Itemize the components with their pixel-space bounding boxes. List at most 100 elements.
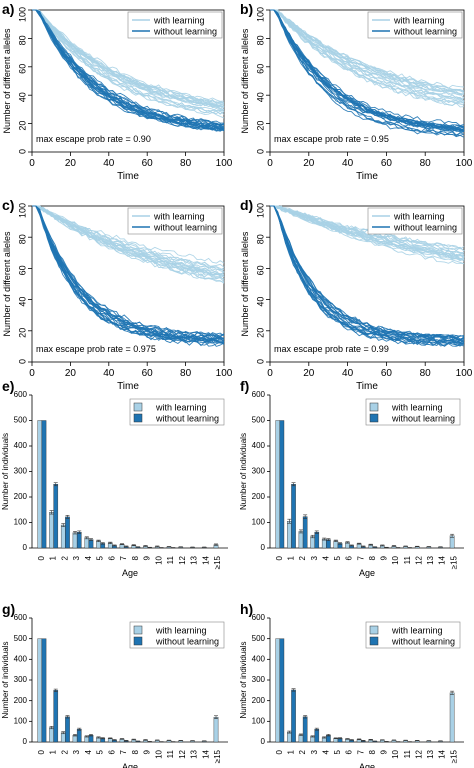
bar-without-learning xyxy=(65,516,70,549)
y-tick-label: 500 xyxy=(252,416,266,425)
y-tick-label: 0 xyxy=(23,543,28,552)
x-tick-label: 20 xyxy=(65,158,77,169)
legend-box xyxy=(129,621,225,649)
bar-with-learning xyxy=(287,731,292,743)
bar-panel-5: 0 1 2 3 4 5 6 7 8 9 10 11 12 13 14 ≥1501002003004005006… xyxy=(239,378,464,578)
line-panel-0: 0 20 40 60 80 100 0 20 40 60 80 100 Time Number of di… xyxy=(2,1,233,182)
y-tick-label: 200 xyxy=(14,696,28,705)
series-line-without-learning xyxy=(32,205,225,340)
legend-label: with learning xyxy=(155,403,207,413)
bar-with-learning xyxy=(37,420,43,549)
y-tick-label: 100 xyxy=(14,716,28,725)
legend-label: without learning xyxy=(391,637,455,647)
series-line-without-learning xyxy=(270,205,465,342)
bar-panel-4: 0 1 2 3 4 5 6 7 8 9 10 11 12 13 14 ≥1501002003004005006… xyxy=(1,378,228,578)
bar-with-learning xyxy=(298,531,304,549)
x-tick-label: 11 xyxy=(166,555,175,564)
x-tick-label: 4 xyxy=(321,555,330,560)
x-tick-label: 0 xyxy=(267,158,273,169)
bar-without-learning xyxy=(314,531,320,549)
x-tick-label: 11 xyxy=(166,749,175,758)
line-panel-3: 0 20 40 60 80 100 0 20 40 60 80 100 Time Number of di… xyxy=(240,197,473,392)
y-tick-label: 500 xyxy=(14,634,28,643)
x-tick-label: 9 xyxy=(143,555,152,560)
panel-label: d) xyxy=(240,197,253,213)
y-axis-label: Number of different alleles xyxy=(240,231,250,336)
x-tick-label: 10 xyxy=(154,555,163,564)
y-tick-label: 40 xyxy=(255,297,265,307)
x-axis-label: Age xyxy=(359,762,375,768)
bar-panel-6: 0 1 2 3 4 5 6 7 8 9 10 11 12 13 14 ≥1501002003004005006… xyxy=(1,601,228,768)
bar-with-learning xyxy=(449,535,455,549)
bar-without-learning xyxy=(53,484,59,549)
bar-with-learning xyxy=(37,638,43,743)
panel-label: a) xyxy=(2,1,14,17)
y-axis-label: Number of different alleles xyxy=(2,231,12,336)
x-tick-label: 12 xyxy=(178,555,187,564)
series-line-without-learning xyxy=(270,9,465,133)
x-axis-label: Time xyxy=(356,171,378,182)
legend-box xyxy=(365,398,461,426)
y-tick-label: 20 xyxy=(17,121,27,131)
series-line-with-learning xyxy=(32,9,225,105)
legend-label: without learning xyxy=(155,414,219,424)
series-line-without-learning xyxy=(270,205,465,340)
x-tick-label: 12 xyxy=(414,555,423,564)
legend-swatch xyxy=(369,625,379,635)
panel-label: e) xyxy=(2,378,14,394)
series-line-without-learning xyxy=(32,9,224,125)
bar-with-learning xyxy=(60,524,66,549)
x-tick-label: 10 xyxy=(154,749,163,758)
y-axis-label: Number of individuals xyxy=(1,642,10,719)
x-tick-label: 9 xyxy=(380,555,389,560)
series-line-with-learning xyxy=(270,9,465,108)
x-tick-label: 20 xyxy=(303,368,315,379)
x-tick-label: 14 xyxy=(201,749,210,758)
series-line-without-learning xyxy=(270,9,465,129)
series-line-with-learning xyxy=(32,205,225,276)
y-tick-label: 500 xyxy=(252,634,266,643)
bar-with-learning xyxy=(96,540,101,549)
annotation: max escape prob rate = 0.90 xyxy=(36,134,151,144)
x-tick-label: 80 xyxy=(180,158,192,169)
x-tick-label: 2 xyxy=(60,555,69,560)
x-tick-label: 40 xyxy=(103,158,115,169)
x-tick-label: 11 xyxy=(403,555,412,564)
x-tick-label: 10 xyxy=(391,749,400,758)
x-tick-label: 40 xyxy=(342,368,354,379)
x-tick-label: ≥15 xyxy=(213,749,222,763)
y-tick-label: 100 xyxy=(255,203,265,218)
bar-with-learning xyxy=(333,540,339,549)
legend-label: with learning xyxy=(393,212,445,222)
legend-label: with learning xyxy=(155,626,207,636)
y-tick-label: 100 xyxy=(255,7,265,22)
legend-swatch xyxy=(369,402,379,412)
x-tick-label: 2 xyxy=(60,749,69,754)
x-tick-label: 8 xyxy=(368,555,377,560)
bar-without-learning xyxy=(41,638,47,743)
bar-with-learning xyxy=(213,717,219,743)
x-tick-label: 80 xyxy=(180,368,192,379)
annotation: max escape prob rate = 0.95 xyxy=(274,134,389,144)
x-tick-label: 6 xyxy=(345,555,354,560)
x-tick-label: 13 xyxy=(426,555,435,564)
series-line-without-learning xyxy=(32,205,225,344)
x-tick-label: 7 xyxy=(119,555,128,560)
legend-label: with learning xyxy=(393,16,445,26)
y-tick-label: 600 xyxy=(14,613,28,622)
bar-without-learning xyxy=(302,716,308,743)
legend-swatch xyxy=(369,636,379,646)
series-line-with-learning xyxy=(270,9,465,95)
x-tick-label: 10 xyxy=(391,555,400,564)
y-tick-label: 0 xyxy=(261,737,266,746)
series-line-with-learning xyxy=(270,9,465,95)
series-line-with-learning xyxy=(32,9,225,112)
legend-swatch xyxy=(133,402,143,412)
x-tick-label: 100 xyxy=(216,368,233,379)
legend-box xyxy=(367,11,463,39)
x-tick-label: 60 xyxy=(142,368,154,379)
series-line-with-learning xyxy=(32,205,225,273)
y-axis-label: Number of individuals xyxy=(239,433,248,510)
x-tick-label: 0 xyxy=(29,368,35,379)
